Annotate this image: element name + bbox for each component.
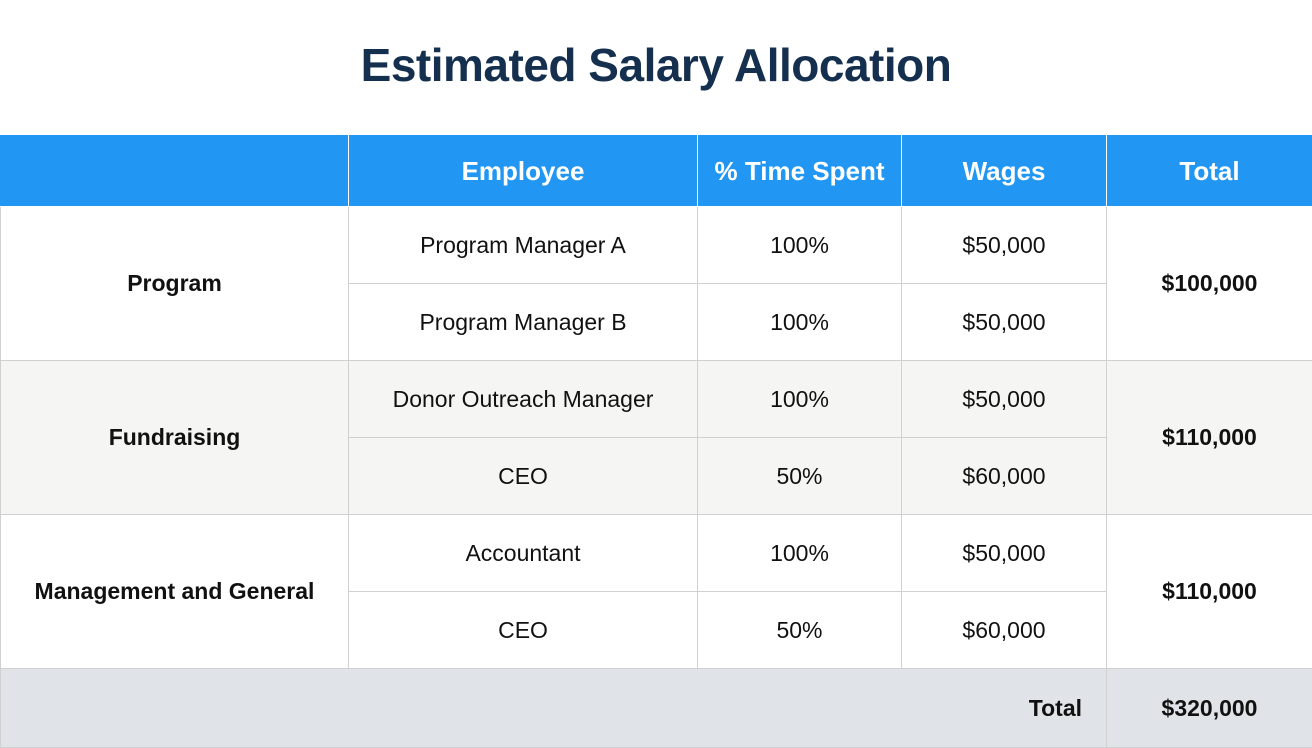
- group-label-fundraising: Fundraising: [0, 360, 349, 515]
- salary-allocation-table: Employee % Time Spent Wages Total Progra…: [0, 135, 1312, 748]
- table-row: Fundraising Donor Outreach Manager 100% …: [0, 360, 1312, 515]
- header-time-spent: % Time Spent: [697, 135, 902, 207]
- group-total-fundraising: $110,000: [1106, 360, 1312, 515]
- employee-cell: CEO: [348, 437, 698, 515]
- employee-cell: Program Manager B: [348, 283, 698, 361]
- employee-cell: Donor Outreach Manager: [348, 360, 698, 438]
- header-wages: Wages: [901, 135, 1107, 207]
- employee-cell: Accountant: [348, 514, 698, 592]
- group-total-program: $100,000: [1106, 206, 1312, 361]
- grand-total-label: Total: [0, 668, 1107, 748]
- employee-cell: Program Manager A: [348, 206, 698, 284]
- time-spent-cell: 50%: [697, 437, 902, 515]
- time-spent-cell: 100%: [697, 283, 902, 361]
- time-spent-cell: 100%: [697, 514, 902, 592]
- wages-cell: $50,000: [901, 514, 1107, 592]
- wages-cell: $50,000: [901, 283, 1107, 361]
- table-header-row: Employee % Time Spent Wages Total: [0, 135, 1312, 207]
- group-total-management: $110,000: [1106, 514, 1312, 669]
- table-row: Management and General Accountant 100% $…: [0, 514, 1312, 669]
- employee-cell: CEO: [348, 591, 698, 669]
- header-total: Total: [1106, 135, 1312, 207]
- wages-cell: $60,000: [901, 591, 1107, 669]
- wages-cell: $60,000: [901, 437, 1107, 515]
- header-employee: Employee: [348, 135, 698, 207]
- wages-cell: $50,000: [901, 206, 1107, 284]
- header-category: [0, 135, 349, 207]
- table-row: Program Program Manager A 100% $50,000 $…: [0, 206, 1312, 361]
- group-label-management: Management and General: [0, 514, 349, 669]
- grand-total-value: $320,000: [1106, 668, 1312, 748]
- time-spent-cell: 100%: [697, 360, 902, 438]
- page-title: Estimated Salary Allocation: [360, 39, 952, 91]
- table-row: CEO 50% $60,000: [1, 591, 1312, 669]
- time-spent-cell: 50%: [697, 591, 902, 669]
- table-row: CEO 50% $60,000: [1, 437, 1312, 515]
- time-spent-cell: 100%: [697, 206, 902, 284]
- table-row: Program Manager B 100% $50,000: [1, 283, 1312, 361]
- wages-cell: $50,000: [901, 360, 1107, 438]
- group-label-program: Program: [0, 206, 349, 361]
- grand-total-row: Total $320,000: [0, 668, 1312, 748]
